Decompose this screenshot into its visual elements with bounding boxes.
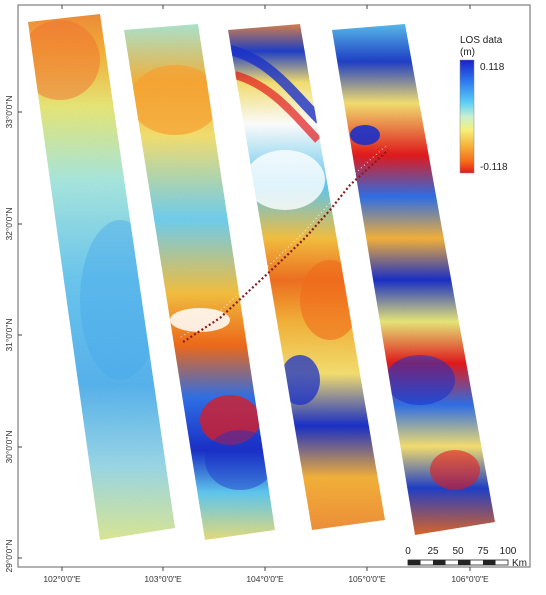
scale-unit: Km xyxy=(512,558,527,569)
lon-label-102: 102°0'0"E xyxy=(43,574,81,584)
longitude-axis: 102°0'0"E 103°0'0"E 104°0'0"E 105°0'0"E … xyxy=(43,5,489,584)
lon-label-103: 103°0'0"E xyxy=(144,574,182,584)
scale-label-25: 25 xyxy=(427,546,439,557)
scale-label-0: 0 xyxy=(405,546,411,557)
lon-label-105: 105°0'0"E xyxy=(348,574,386,584)
legend: LOS data (m) 0.118 -0.118 xyxy=(459,35,508,174)
fault-trace xyxy=(182,149,389,343)
lat-label-31: 31°0'0"N xyxy=(4,318,14,351)
legend-max-label: 0.118 xyxy=(480,62,505,73)
legend-unit: (m) xyxy=(460,47,475,58)
lat-label-33: 33°0'0"N xyxy=(4,95,14,128)
scale-label-100: 100 xyxy=(500,546,517,557)
lon-label-104: 104°0'0"E xyxy=(246,574,284,584)
legend-min-label: -0.118 xyxy=(480,162,508,173)
legend-colorbar xyxy=(459,59,475,174)
lon-label-106: 106°0'0"E xyxy=(451,574,489,584)
legend-title: LOS data xyxy=(460,35,503,46)
lat-label-32: 32°0'0"N xyxy=(4,207,14,240)
scale-label-75: 75 xyxy=(477,546,489,557)
scale-bar: 0 25 50 75 100 Km xyxy=(405,546,527,569)
lat-label-30: 30°0'0"N xyxy=(4,430,14,463)
lat-label-29: 29°0'0"N xyxy=(4,539,14,572)
scale-label-50: 50 xyxy=(452,546,464,557)
latitude-axis: 33°0'0"N 32°0'0"N 31°0'0"N 30°0'0"N 29°0… xyxy=(4,95,22,573)
